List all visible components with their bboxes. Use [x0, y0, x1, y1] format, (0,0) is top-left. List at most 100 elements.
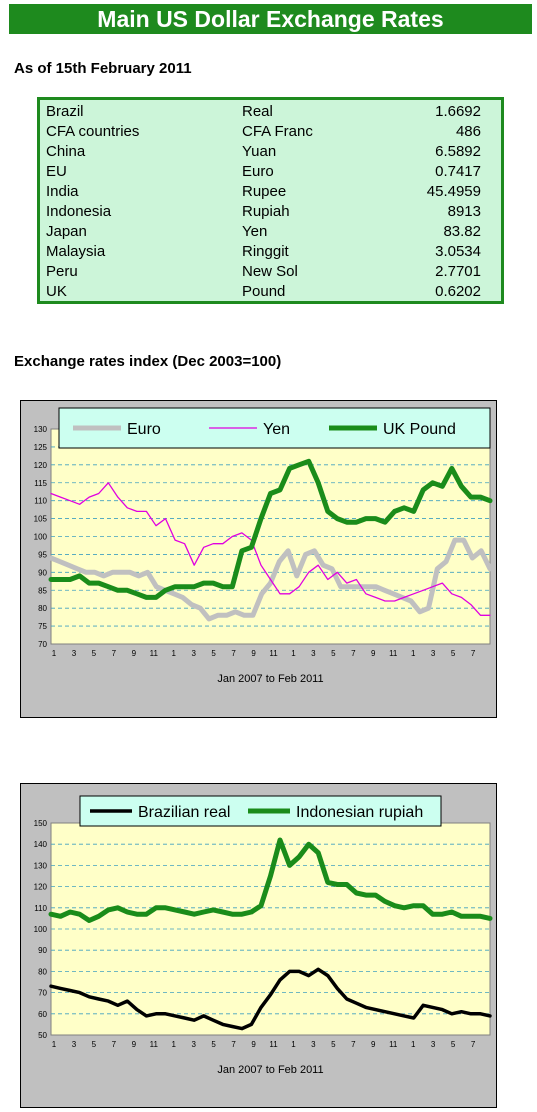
rate-currency: Yen [242, 223, 268, 240]
y-tick-label: 70 [38, 989, 47, 998]
y-tick-label: 140 [34, 840, 48, 849]
rate-currency: Euro [242, 163, 274, 180]
x-tick-label: 3 [191, 1040, 196, 1049]
rate-country: India [46, 183, 79, 200]
y-tick-label: 50 [38, 1031, 47, 1040]
x-tick-label: 7 [351, 1040, 356, 1049]
x-tick-label: 3 [72, 649, 77, 658]
y-tick-label: 90 [38, 568, 47, 577]
x-tick-label: 9 [371, 1040, 376, 1049]
series-line-euro [48, 537, 493, 622]
x-tick-label: 7 [112, 649, 117, 658]
rate-rate: 83.82 [443, 223, 481, 240]
rate-rate: 2.7701 [435, 263, 481, 280]
y-tick-label: 110 [34, 904, 47, 913]
rate-rate: 0.6202 [435, 283, 481, 300]
x-tick-label: 5 [211, 1040, 216, 1049]
table-row: Japan Yen 83.82 [40, 222, 501, 242]
x-tick-label: 1 [291, 649, 296, 658]
y-tick-label: 100 [34, 925, 48, 934]
rate-country: EU [46, 163, 67, 180]
as-of-date: As of 15th February 2011 [14, 60, 192, 77]
rate-currency: Pound [242, 283, 286, 300]
x-tick-label: 9 [251, 649, 256, 658]
x-tick-label: 7 [471, 1040, 476, 1049]
rate-rate: 0.7417 [435, 163, 481, 180]
rate-currency: Rupee [242, 183, 287, 200]
table-row: China Yuan 6.5892 [40, 142, 501, 162]
x-axis-label: Jan 2007 to Feb 2011 [217, 673, 323, 685]
y-tick-label: 95 [38, 550, 47, 559]
legend [79, 795, 442, 827]
x-axis-label: Jan 2007 to Feb 2011 [217, 1064, 323, 1076]
x-tick-label: 3 [311, 649, 316, 658]
x-tick-label: 1 [291, 1040, 296, 1049]
x-tick-label: 11 [269, 649, 278, 658]
rate-country: CFA countries [46, 123, 140, 140]
x-tick-label: 1 [52, 1040, 57, 1049]
index-section-title: Exchange rates index (Dec 2003=100) [14, 353, 282, 370]
x-tick-label: 11 [269, 1040, 278, 1049]
series-line-brazilian-real [49, 967, 492, 1031]
legend-label: Euro [127, 421, 161, 438]
x-tick-label: 11 [150, 1040, 159, 1049]
x-tick-label: 5 [331, 1040, 336, 1049]
x-tick-label: 3 [311, 1040, 316, 1049]
y-tick-label: 90 [38, 946, 47, 955]
chart-2-frame: 50 60 70 80 90 100 110 120 130 140 150 1 3 5 7 9 11 1 3 5 7 9… [20, 783, 497, 1108]
rate-country: Brazil [46, 103, 84, 120]
x-tick-label: 3 [72, 1040, 77, 1049]
rate-currency: Ringgit [242, 243, 289, 260]
y-tick-label: 120 [34, 461, 48, 470]
rate-rate: 6.5892 [435, 143, 481, 160]
legend-label: Indonesian rupiah [296, 804, 423, 821]
rate-rate: 45.4959 [426, 183, 481, 200]
table-row: CFA countries CFA Franc 486 [40, 122, 501, 142]
legend-label: Yen [263, 421, 290, 438]
rate-country: Japan [46, 223, 87, 240]
y-tick-label: 75 [38, 622, 47, 631]
y-tick-label: 125 [34, 443, 48, 452]
x-tick-label: 11 [150, 649, 159, 658]
legend [58, 407, 491, 449]
series-line-yen [50, 482, 491, 616]
y-tick-label: 70 [38, 640, 47, 649]
x-tick-label: 7 [351, 649, 356, 658]
rate-rate: 3.0534 [435, 243, 481, 260]
x-tick-label: 5 [331, 649, 336, 658]
rate-rate: 8913 [447, 203, 481, 220]
x-tick-label: 11 [389, 649, 398, 658]
rate-rate: 1.6692 [435, 103, 481, 120]
x-tick-label: 5 [451, 649, 456, 658]
rate-country: UK [46, 283, 67, 300]
x-tick-label: 5 [92, 1040, 97, 1049]
x-tick-label: 11 [389, 1040, 398, 1049]
x-tick-label: 3 [431, 1040, 436, 1049]
rate-currency: Rupiah [242, 203, 290, 220]
x-tick-label: 1 [52, 649, 57, 658]
y-tick-label: 85 [38, 586, 47, 595]
y-tick-label: 60 [38, 1010, 47, 1019]
page-title: Main US Dollar Exchange Rates [97, 5, 444, 32]
table-row: EU Euro 0.7417 [40, 162, 501, 182]
y-tick-label: 120 [34, 883, 48, 892]
rate-currency: CFA Franc [242, 123, 313, 140]
series-line-indonesian-rupiah [48, 837, 493, 923]
x-tick-label: 9 [371, 649, 376, 658]
table-row: India Rupee 45.4959 [40, 182, 501, 202]
x-tick-label: 3 [431, 649, 436, 658]
y-tick-label: 100 [34, 533, 48, 542]
x-tick-label: 7 [231, 1040, 236, 1049]
rate-country: Indonesia [46, 203, 112, 220]
table-row: Indonesia Rupiah 8913 [40, 202, 501, 222]
rate-currency: New Sol [242, 263, 298, 280]
x-tick-label: 9 [132, 649, 137, 658]
y-tick-label: 80 [38, 604, 47, 613]
legend-label: UK Pound [383, 421, 456, 438]
x-tick-label: 1 [172, 649, 177, 658]
rate-country: Peru [46, 263, 78, 280]
x-tick-label: 7 [471, 649, 476, 658]
series-line-uk-pound [48, 458, 493, 600]
